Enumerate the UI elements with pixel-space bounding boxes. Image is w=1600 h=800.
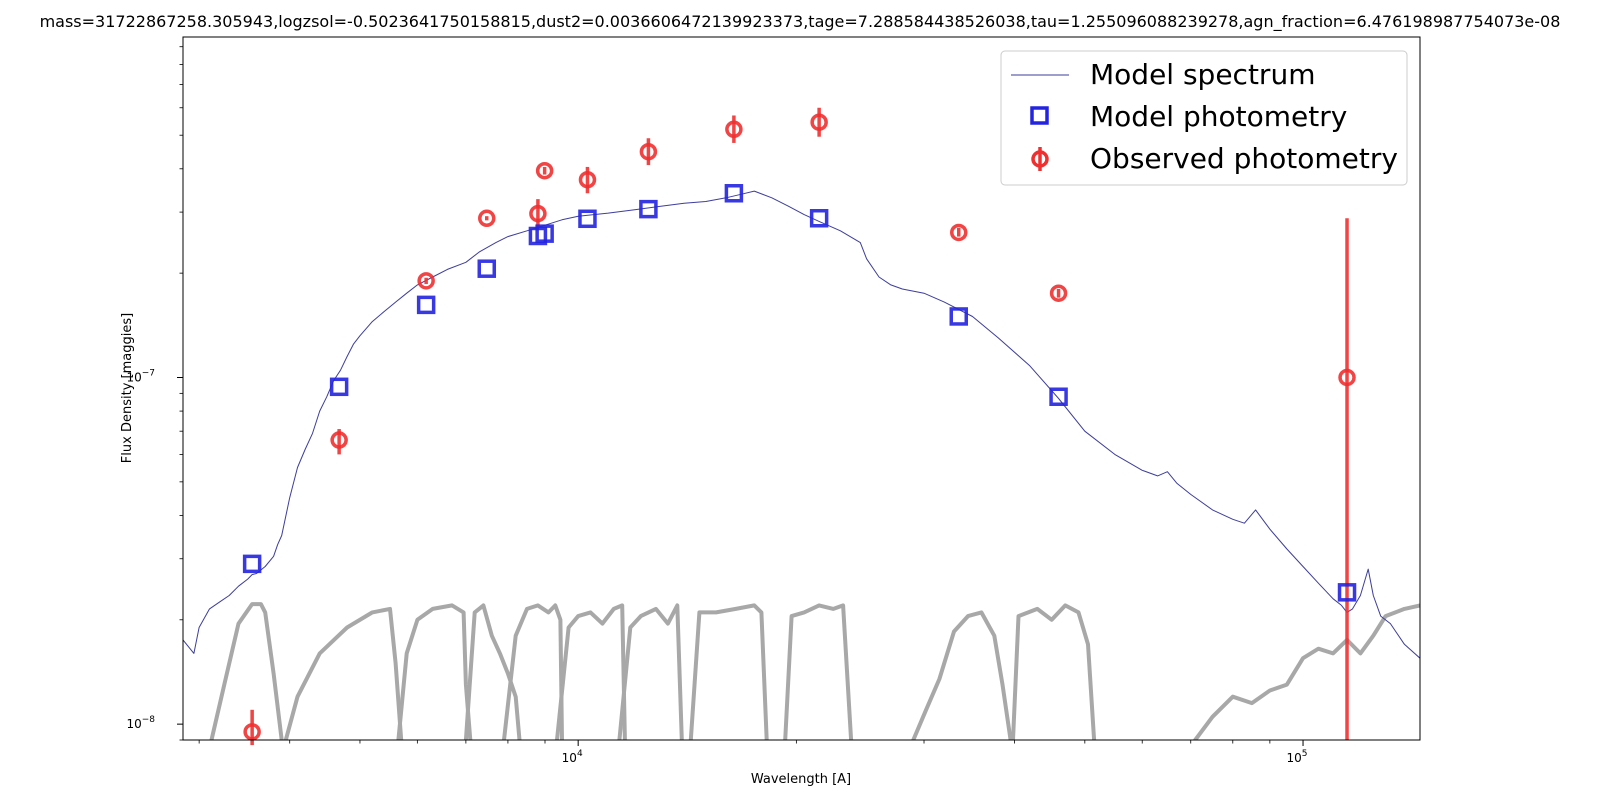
x-axis: 104 105 [198, 740, 1308, 765]
model-photometry-marker [1049, 387, 1068, 406]
model-spectrum [183, 190, 1420, 659]
observed-marker [810, 113, 828, 131]
filter-curve-4 [463, 603, 522, 740]
filter-curve-5 [502, 603, 564, 740]
filter-curve-11 [1011, 603, 1097, 740]
model-photometry-marker [329, 377, 349, 397]
y-axis-label: Flux Density [maggies] [120, 313, 135, 463]
observed-marker [578, 170, 597, 189]
filter-curve-8 [688, 603, 769, 740]
observed-marker [330, 431, 348, 449]
observed-marker [950, 223, 968, 242]
filter-curve-12 [1193, 603, 1420, 740]
model-photometry-marker [535, 224, 554, 243]
observed-point [478, 209, 496, 228]
model-photometry-marker [639, 199, 658, 219]
legend-square-marker [1030, 106, 1049, 125]
model-photometry-marker [1337, 583, 1357, 602]
y-tick-label: 10−7 [126, 368, 155, 384]
legend-label-model-spectrum: Model spectrum [1090, 58, 1315, 91]
observed-point [578, 166, 597, 194]
chart-title: mass=31722867258.305943,logzsol=-0.50236… [40, 12, 1561, 32]
observed-marker [243, 723, 261, 741]
legend: Model spectrum Model photometry Observed… [1000, 50, 1408, 186]
x-axis-label: Wavelength [A] [751, 772, 851, 787]
filter-curves [209, 602, 1420, 740]
model-photometry-marker [477, 259, 497, 278]
model-photometry-marker [242, 554, 262, 574]
model-photometry-marker [416, 295, 436, 315]
model-spectrum-line [183, 190, 1420, 659]
observed-point [330, 429, 348, 455]
legend-circle-marker [1031, 150, 1049, 168]
observed-marker [725, 120, 743, 139]
observed-marker [1338, 368, 1356, 387]
model-photometry-marker [724, 184, 744, 203]
x-tick-label: 104 [562, 749, 583, 765]
observed-marker [639, 142, 658, 161]
observed-point [639, 138, 658, 166]
y-tick-label: 10−8 [126, 715, 155, 731]
x-tick-label: 105 [1287, 749, 1308, 765]
observed-marker [529, 204, 547, 223]
observed-point [1338, 218, 1356, 740]
filter-curve-10 [911, 610, 1013, 740]
observed-marker [417, 272, 435, 290]
observed-point [417, 272, 435, 290]
model-photometry-marker [949, 307, 969, 326]
filter-curve-7 [617, 603, 684, 740]
y-axis: 10−8 10−7 [126, 46, 183, 741]
observed-marker [478, 209, 496, 228]
observed-point [243, 709, 261, 746]
observed-photometry [243, 107, 1356, 746]
observed-point [810, 107, 828, 137]
filter-curve-9 [783, 603, 854, 740]
observed-marker [1049, 284, 1068, 302]
model-photometry-marker [578, 209, 597, 229]
filter-curve-1 [209, 602, 284, 740]
legend-label-model-photometry: Model photometry [1090, 100, 1347, 133]
legend-box [1000, 50, 1408, 186]
filter-curve-2 [283, 606, 404, 740]
observed-point [725, 115, 743, 143]
filter-curve-3 [396, 603, 473, 740]
model-photometry-marker [809, 209, 829, 228]
observed-point [535, 161, 554, 180]
plot-area [182, 36, 1421, 746]
observed-marker [535, 161, 554, 180]
plot-frame [182, 36, 1421, 741]
observed-point [529, 199, 547, 227]
observed-point [950, 223, 968, 242]
model-photometry [242, 184, 1357, 602]
filter-curve-6 [555, 603, 627, 740]
observed-point [1049, 284, 1068, 302]
legend-label-observed-photometry: Observed photometry [1090, 142, 1398, 175]
